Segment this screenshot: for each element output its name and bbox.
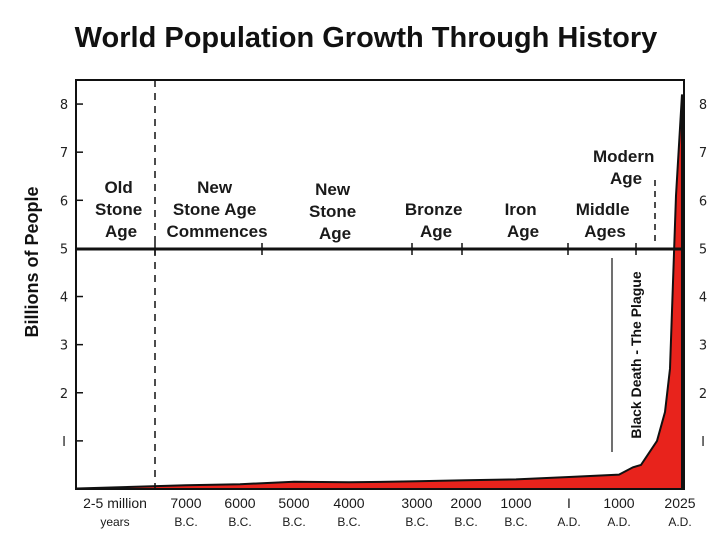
x-tick-label: 5000 <box>278 495 309 511</box>
plot-frame <box>75 79 685 490</box>
y-tick-label-right: 8 <box>699 98 707 113</box>
era-middle-ages: Middle Ages <box>576 200 635 241</box>
y-tick-label-left: I <box>62 435 66 450</box>
x-tick-sublabel: A.D. <box>607 515 630 529</box>
x-tick-label: 6000 <box>224 495 255 511</box>
era-timeline-ticks <box>154 243 637 255</box>
y-tick-label-left: 5 <box>60 242 68 257</box>
y-tick-label-right: 3 <box>699 339 707 354</box>
x-tick-sublabel: A.D. <box>668 515 691 529</box>
plague-annotation: Black Death - The Plague <box>628 271 644 438</box>
x-tick-sublabel: B.C. <box>405 515 428 529</box>
y-ticks-left: 8 7 6 5 4 3 2 I <box>60 98 83 450</box>
era-iron-age: Iron Age <box>505 200 542 241</box>
x-tick-label: 1000 <box>603 495 634 511</box>
y-tick-label-right: 5 <box>699 242 707 257</box>
era-bronze-age: Bronze Age <box>405 200 467 241</box>
y-tick-label-left: 8 <box>60 98 68 113</box>
x-tick-label: 1000 <box>500 495 531 511</box>
x-tick-sublabel: B.C. <box>504 515 527 529</box>
y-tick-label-right: 7 <box>699 146 707 161</box>
x-tick-sublabel: B.C. <box>228 515 251 529</box>
population-area <box>77 94 683 490</box>
y-tick-label-right: I <box>701 435 705 450</box>
y-tick-label-left: 7 <box>60 146 68 161</box>
x-tick-label: 2025 <box>664 495 695 511</box>
x-tick-sublabel: years <box>100 515 129 529</box>
x-tick-label: 2000 <box>450 495 481 511</box>
x-ticks: 2-5 million years 7000 B.C. 6000 B.C. 5000 B.C.… <box>83 495 696 529</box>
x-tick-label: 7000 <box>170 495 201 511</box>
y-tick-label-left: 2 <box>60 387 68 402</box>
y-tick-label-left: 6 <box>60 194 68 209</box>
era-new-stone-age: New Stone Age <box>309 180 361 243</box>
y-tick-label-right: 4 <box>699 291 707 306</box>
era-old-stone-age: Old Stone Age <box>95 178 147 241</box>
era-new-stone-age-commences: New Stone Age Commences <box>166 178 267 241</box>
x-tick-label: I <box>567 495 571 511</box>
x-tick-sublabel: B.C. <box>454 515 477 529</box>
chart-title: World Population Growth Through History <box>75 22 658 54</box>
x-tick-sublabel: A.D. <box>557 515 580 529</box>
y-tick-label-right: 2 <box>699 387 707 402</box>
y-tick-label-left: 4 <box>60 291 68 306</box>
y-axis-label: Billions of People <box>22 186 42 337</box>
y-ticks-right: 8 7 6 5 4 3 2 I <box>699 98 707 450</box>
x-tick-sublabel: B.C. <box>337 515 360 529</box>
y-tick-label-left: 3 <box>60 339 68 354</box>
x-tick-sublabel: B.C. <box>282 515 305 529</box>
y-tick-label-right: 6 <box>699 194 707 209</box>
x-tick-label: 4000 <box>333 495 364 511</box>
x-tick-label: 2-5 million <box>83 495 147 511</box>
era-modern-age: Modern Age <box>593 147 659 188</box>
x-tick-sublabel: B.C. <box>174 515 197 529</box>
x-tick-label: 3000 <box>401 495 432 511</box>
